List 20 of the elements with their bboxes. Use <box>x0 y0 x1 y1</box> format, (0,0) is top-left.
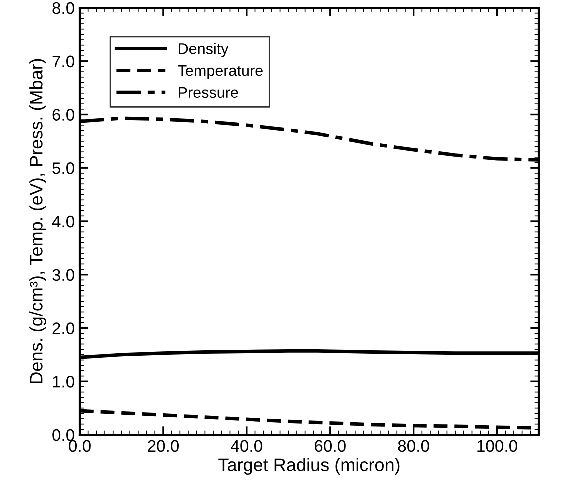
x-tick-label: 100.0 <box>478 440 518 452</box>
y-tick-label: 4.0 <box>52 216 74 228</box>
x-tick-label: 0.0 <box>69 440 91 452</box>
x-axis-title: Target Radius (micron) <box>218 458 400 476</box>
y-tick-label: 3.0 <box>52 269 74 282</box>
x-tick-label: 80.0 <box>398 440 430 452</box>
x-tick-label: 40.0 <box>231 440 262 452</box>
y-tick-label: 5.0 <box>52 162 74 174</box>
legend-label: Density <box>179 43 229 58</box>
y-tick-label: 8.0 <box>52 2 74 14</box>
legend-label: Pressure <box>179 87 238 98</box>
y-tick-label: 0.0 <box>52 429 74 442</box>
y-tick-label: 7.0 <box>52 56 74 68</box>
x-tick-label: 60.0 <box>314 440 346 452</box>
x-tick-label: 20.0 <box>148 440 180 452</box>
y-tick-label: 1.0 <box>53 376 74 388</box>
y-tick-label: 2.0 <box>52 322 74 334</box>
legend-label: Temperature <box>178 66 263 80</box>
y-axis-title: Dens. (g/cm³), Temp. (eV), Press. (Mbar) <box>30 59 46 384</box>
y-tick-label: 6.0 <box>52 109 74 121</box>
